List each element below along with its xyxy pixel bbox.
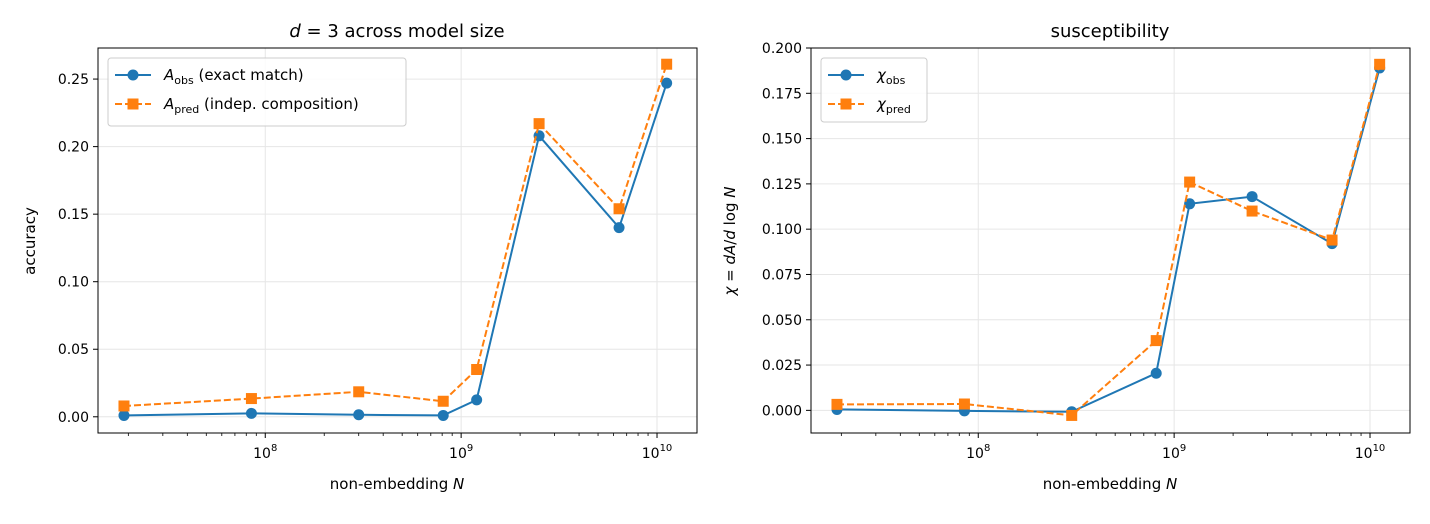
data-point-pred — [245, 393, 257, 405]
y-axis-label: χ = dA/d log N — [721, 186, 739, 296]
legend-marker — [840, 69, 852, 81]
legend-marker — [127, 69, 139, 81]
data-point-obs — [1246, 191, 1258, 203]
x-axis-ticks: 108 109 1010 — [840, 433, 1386, 462]
legend-box — [820, 57, 928, 123]
x-tick-label: 108 — [966, 443, 990, 462]
data-point-obs — [661, 77, 673, 89]
x-axis-label: non-embedding N — [1043, 475, 1177, 493]
chart-title: susceptibility — [1051, 21, 1170, 42]
legend-label: Aobs (exact match) — [163, 66, 304, 87]
y-tick-label: 0.15 — [58, 207, 89, 223]
data-point-obs — [245, 407, 257, 419]
data-point-obs — [118, 409, 130, 421]
chart-susceptibility: susceptibility 0.000 0.025 0.050 0.075 0.100… — [721, 21, 1411, 493]
y-tick-label: 0.050 — [762, 313, 802, 329]
series-line-obs — [123, 82, 668, 417]
data-point-obs — [1150, 367, 1162, 379]
data-point-pred — [118, 400, 130, 412]
data-point-pred — [1326, 234, 1338, 246]
data-point-pred — [1374, 58, 1386, 70]
data-point-pred — [661, 58, 673, 70]
data-point-pred — [471, 364, 483, 376]
x-tick-label: 1010 — [642, 443, 673, 462]
data-point-obs — [353, 409, 365, 421]
data-point-obs — [613, 222, 625, 234]
y-tick-label: 0.000 — [762, 403, 802, 419]
y-axis-label: accuracy — [21, 207, 39, 275]
data-point-pred — [958, 398, 970, 410]
chart-title: d = 3 across model size — [289, 21, 504, 42]
legend-label: χpred — [876, 95, 911, 116]
y-tick-label: 0.075 — [762, 267, 802, 283]
legend: Aobs (exact match) Apred (indep. composit… — [107, 57, 407, 127]
y-axis-ticks: 0.000 0.025 0.050 0.075 0.100 0.125 0.150 0.175… — [762, 41, 811, 419]
legend: χobs χpred — [820, 57, 928, 123]
y-tick-label: 0.10 — [58, 275, 89, 291]
y-tick-label: 0.05 — [58, 342, 89, 358]
legend-box — [107, 57, 407, 127]
y-tick-label: 0.200 — [762, 41, 802, 57]
legend-label: Apred (indep. composition) — [163, 95, 359, 116]
data-point-pred — [1184, 176, 1196, 188]
y-tick-label: 0.20 — [58, 140, 89, 156]
data-point-pred — [1246, 205, 1258, 217]
y-tick-label: 0.100 — [762, 222, 802, 238]
y-tick-label: 0.025 — [762, 358, 802, 374]
y-tick-label: 0.00 — [58, 410, 89, 426]
series-layer — [831, 58, 1386, 421]
plot-frame — [97, 47, 698, 434]
series-line-pred — [836, 64, 1381, 417]
y-tick-label: 0.175 — [762, 86, 802, 102]
x-tick-label: 109 — [449, 443, 473, 462]
data-point-obs — [471, 394, 483, 406]
x-axis-label: non-embedding N — [330, 475, 464, 493]
data-point-obs — [437, 409, 449, 421]
chart-accuracy: d = 3 across model size 0.00 0.05 0.10 0.15… — [21, 21, 698, 493]
data-point-pred — [437, 395, 449, 407]
data-point-pred — [613, 203, 625, 215]
series-line-pred — [123, 63, 668, 407]
data-point-pred — [353, 386, 365, 398]
plot-frame — [810, 47, 1411, 434]
x-tick-label: 109 — [1162, 443, 1186, 462]
data-point-pred — [533, 118, 545, 130]
x-tick-label: 108 — [253, 443, 277, 462]
x-tick-label: 1010 — [1355, 443, 1386, 462]
data-point-obs — [1184, 198, 1196, 210]
legend-label: χobs — [876, 66, 906, 87]
y-tick-label: 0.125 — [762, 177, 802, 193]
y-tick-label: 0.25 — [58, 72, 89, 88]
series-layer — [118, 58, 673, 421]
data-point-pred — [831, 398, 843, 410]
data-point-pred — [1066, 409, 1078, 421]
data-point-pred — [1150, 335, 1162, 347]
y-tick-label: 0.150 — [762, 132, 802, 148]
legend-marker — [127, 98, 139, 110]
y-axis-ticks: 0.00 0.05 0.10 0.15 0.20 0.25 — [58, 72, 98, 426]
x-axis-ticks: 108 109 1010 — [127, 433, 673, 462]
legend-marker — [840, 98, 852, 110]
